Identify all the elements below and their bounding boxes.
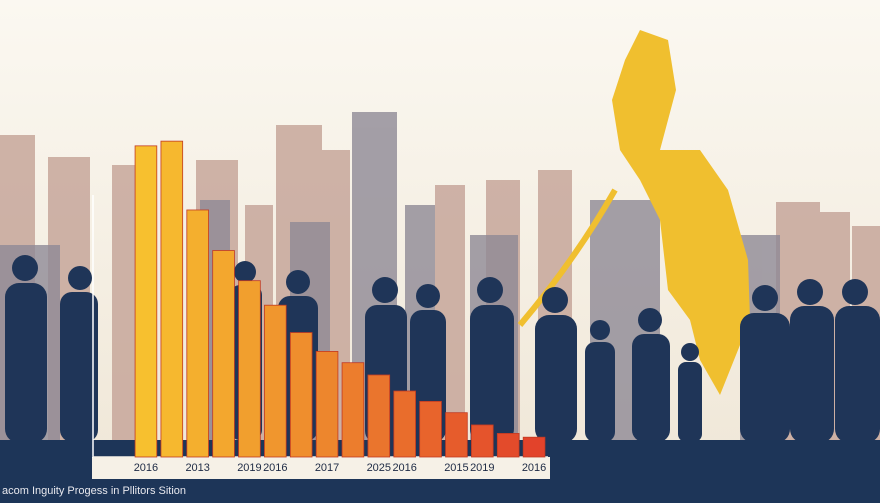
bar	[341, 362, 365, 458]
x-tick-label: 2016	[263, 462, 287, 474]
x-tick-label: 2017	[315, 462, 339, 474]
x-tick-label: 2025	[367, 462, 391, 474]
bar	[419, 400, 442, 458]
x-tick-label: 2019	[237, 462, 261, 474]
map	[612, 30, 750, 395]
bar	[445, 412, 468, 458]
x-tick-label: 2016	[392, 462, 416, 474]
bar	[134, 145, 158, 458]
bar	[238, 280, 261, 458]
label-strip	[92, 457, 550, 479]
bar	[393, 390, 416, 458]
bar	[522, 436, 546, 458]
x-tick-label: 2015	[444, 462, 468, 474]
bar	[186, 209, 209, 458]
bar	[289, 332, 313, 458]
x-tick-label: 2019	[470, 462, 494, 474]
bar	[367, 374, 391, 458]
bar	[160, 140, 184, 458]
bar	[315, 350, 339, 458]
x-tick-label: 2013	[185, 462, 209, 474]
map-trail	[517, 188, 618, 327]
x-tick-label: 2016	[522, 462, 546, 474]
bar	[264, 304, 287, 458]
bar	[212, 250, 235, 458]
x-tick-label: 2016	[134, 462, 158, 474]
chart-title: acom Inguity Progess in Pllitors Sition	[2, 485, 186, 497]
bar	[496, 433, 520, 458]
bar	[471, 424, 494, 458]
